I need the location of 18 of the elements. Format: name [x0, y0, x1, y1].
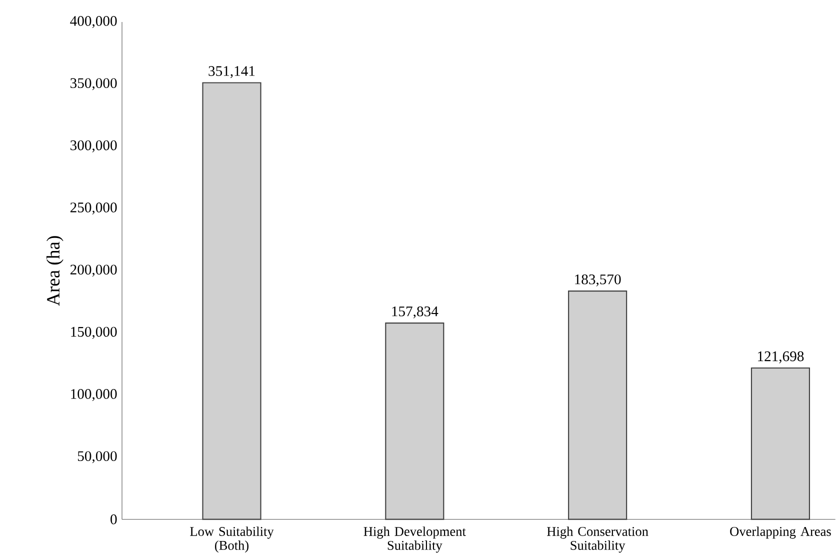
x-tick-label: Low Suitability (Both) — [190, 526, 274, 553]
y-axis-title: Area (ha) — [46, 236, 64, 306]
x-tick-label: High Conservation Suitability — [547, 526, 648, 553]
y-tick-label: 350,000 — [70, 78, 117, 90]
y-tick-label: 50,000 — [78, 451, 117, 464]
data-label: 351,141 — [208, 66, 255, 78]
x-tick-label: High Development Suitability — [364, 526, 466, 553]
y-tick-label: 400,000 — [70, 16, 117, 28]
data-label: 183,570 — [575, 274, 621, 286]
data-label: 121,698 — [758, 351, 804, 364]
y-tick-label: 200,000 — [70, 264, 117, 277]
data-label: 157,834 — [392, 306, 438, 318]
y-tick-label: 300,000 — [70, 140, 117, 152]
x-tick-label: Overlapping Areas — [730, 526, 831, 539]
y-tick-label: 100,000 — [71, 389, 117, 401]
y-tick-label: 150,000 — [71, 326, 117, 339]
y-tick-label: 250,000 — [70, 202, 117, 214]
y-tick-label: 0 — [110, 514, 117, 524]
